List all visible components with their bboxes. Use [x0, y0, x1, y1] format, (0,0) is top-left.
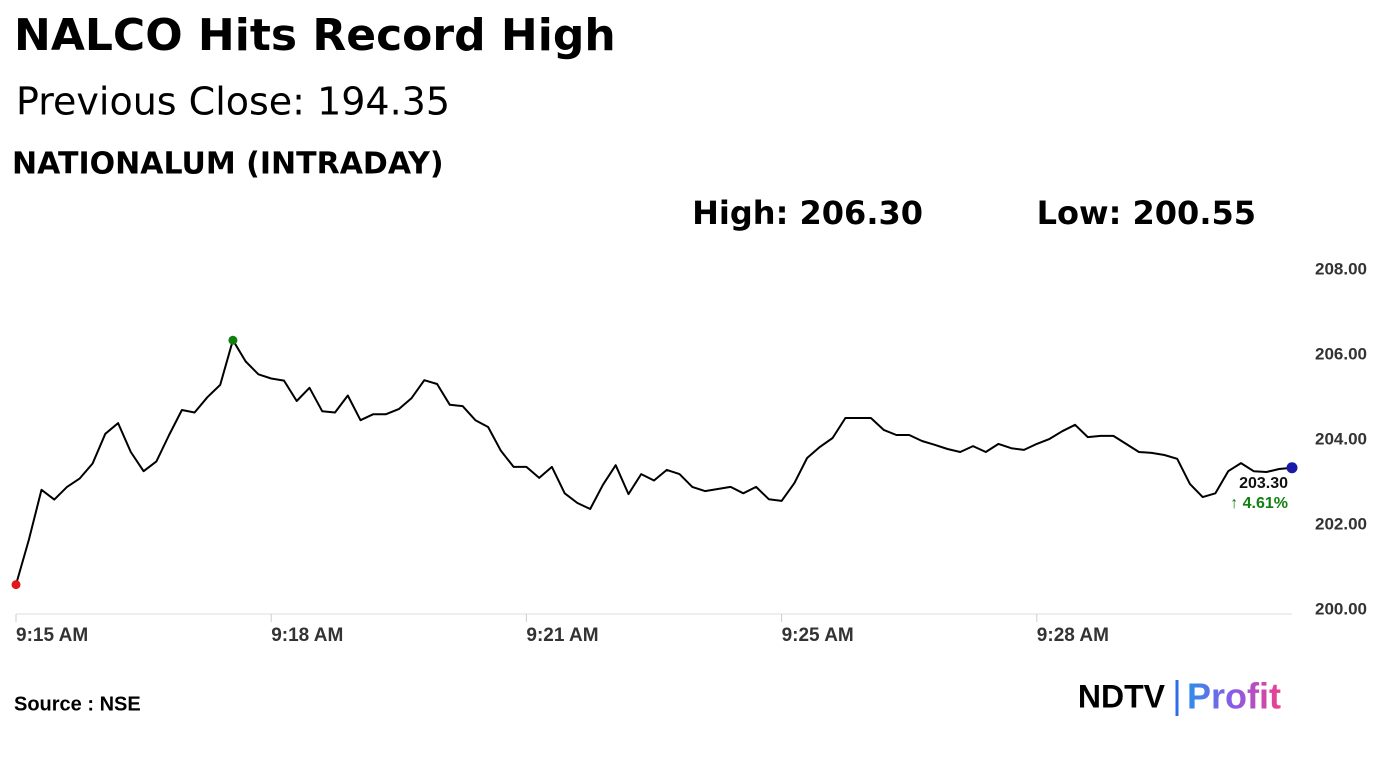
price-line: [15, 339, 1293, 585]
x-tick-label: 9:25 AM: [782, 625, 854, 646]
high-marker: [228, 335, 238, 345]
x-tick-label: 9:28 AM: [1037, 625, 1109, 646]
x-tick-label: 9:18 AM: [271, 625, 343, 646]
y-tick-label: 202.00: [1315, 514, 1367, 533]
chart-label: NATIONALUM (INTRADAY): [12, 147, 444, 182]
last-marker: [1286, 462, 1298, 474]
y-tick-label: 200.00: [1315, 599, 1367, 618]
high-label: High: 206.30: [692, 194, 923, 232]
change-label: ↑ 4.61%: [1230, 495, 1288, 512]
x-tick-label: 9:15 AM: [16, 625, 88, 646]
low-marker: [11, 580, 21, 590]
chart-subtitle: Previous Close: 194.35: [16, 80, 450, 124]
last-value-label: 203.30: [1239, 475, 1288, 492]
y-tick-label: 206.00: [1315, 344, 1367, 363]
brand-profit: Profit: [1187, 676, 1281, 717]
chart-title: NALCO Hits Record High: [14, 10, 616, 61]
y-tick-label: 204.00: [1315, 429, 1367, 448]
x-tick-label: 9:21 AM: [526, 625, 598, 646]
source: Source : NSE: [14, 693, 141, 715]
low-label: Low: 200.55: [1037, 194, 1256, 232]
brand-ndtv: NDTV: [1078, 678, 1166, 714]
y-tick-label: 208.00: [1315, 259, 1367, 278]
